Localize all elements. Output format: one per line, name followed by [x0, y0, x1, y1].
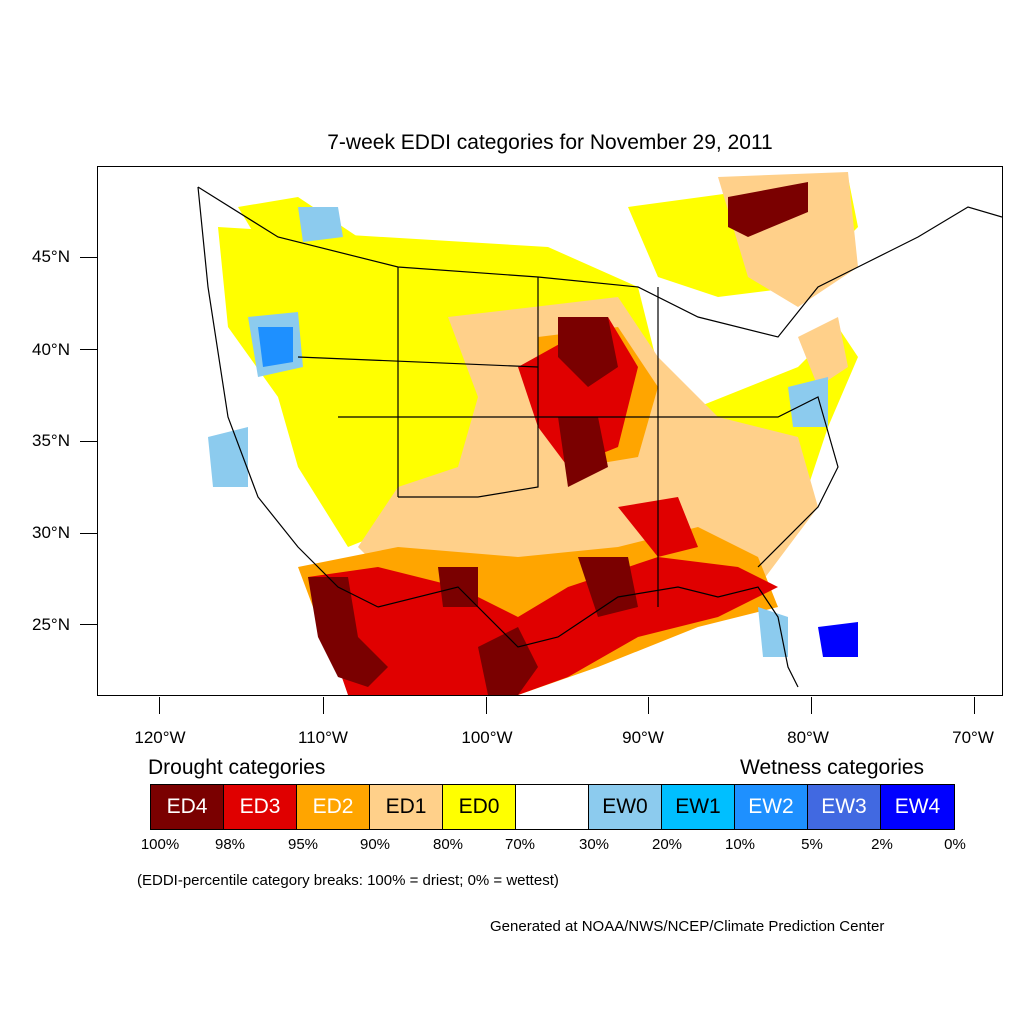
legend-swatch-ew4: EW4: [881, 785, 954, 829]
lat-label-30: 30°N: [32, 523, 70, 542]
lon-label-90: 90°W: [622, 728, 664, 747]
legend-label: EW2: [748, 795, 794, 818]
legend-label: EW1: [675, 795, 721, 818]
legend-label: ED2: [312, 795, 354, 818]
legend-swatch-neutral: [516, 785, 589, 829]
legend-swatch-ew0: EW0: [589, 785, 662, 829]
legend-break: 2%: [871, 836, 893, 853]
legend-label: ED4: [166, 795, 208, 818]
legend-swatch-ed2: ED2: [297, 785, 370, 829]
legend-swatch-ew2: EW2: [735, 785, 808, 829]
legend-bar: ED4 ED3 ED2 ED1 ED0 EW0 EW1 EW2 EW3 EW4: [150, 784, 955, 830]
lon-tick: [974, 697, 975, 714]
legend-break: 5%: [801, 836, 823, 853]
lon-label-70: 70°W: [952, 728, 994, 747]
lat-label-45: 45°N: [32, 247, 70, 266]
legend-break: 70%: [504, 836, 536, 853]
lon-label-100: 100°W: [461, 728, 513, 747]
map-outlines: [197, 186, 1002, 688]
lat-label-35: 35°N: [32, 431, 70, 450]
credit-line: Generated at NOAA/NWS/NCEP/Climate Predi…: [490, 918, 885, 935]
lat-tick: [80, 624, 97, 625]
legend-break: 98%: [214, 836, 246, 853]
lat-label-25: 25°N: [32, 615, 70, 634]
lon-label-80: 80°W: [787, 728, 829, 747]
legend-swatch-ed3: ED3: [224, 785, 297, 829]
lat-tick: [80, 257, 97, 258]
legend-label: EW0: [602, 795, 648, 818]
lat-tick: [80, 533, 97, 534]
legend-break: 0%: [944, 836, 966, 853]
legend-break: 90%: [359, 836, 391, 853]
legend-break: 80%: [432, 836, 464, 853]
lon-tick: [159, 697, 160, 714]
wetness-categories-heading: Wetness categories: [740, 756, 925, 779]
legend-swatch-ed4: ED4: [151, 785, 224, 829]
lon-tick: [486, 697, 487, 714]
legend-label: EW4: [894, 795, 941, 818]
lon-tick: [811, 697, 812, 714]
legend-label: ED0: [458, 795, 500, 818]
lon-tick: [323, 697, 324, 714]
legend-break: 100%: [140, 836, 180, 853]
lat-tick: [80, 349, 97, 350]
legend-label: EW3: [821, 795, 867, 818]
legend-break: 95%: [287, 836, 319, 853]
legend-swatch-ew1: EW1: [662, 785, 735, 829]
eddi-map: [97, 166, 1003, 696]
category-breaks-note: (EDDI-percentile category breaks: 100% =…: [137, 872, 559, 889]
legend-swatch-ed0: ED0: [443, 785, 516, 829]
legend-break: 10%: [724, 836, 756, 853]
legend-break: 30%: [578, 836, 610, 853]
lon-label-110: 110°W: [298, 728, 348, 747]
legend-break: 20%: [651, 836, 683, 853]
legend-label: ED1: [385, 795, 427, 818]
legend-swatch-ed1: ED1: [370, 785, 443, 829]
legend-label: ED3: [239, 795, 281, 818]
legend-swatch-ew3: EW3: [808, 785, 881, 829]
lon-label-120: 120°W: [134, 728, 186, 747]
lat-tick: [80, 441, 97, 442]
drought-categories-heading: Drought categories: [148, 756, 326, 779]
lon-tick: [648, 697, 649, 714]
eddi-field: [208, 172, 858, 695]
map-canvas: [197, 172, 1002, 695]
lat-label-40: 40°N: [32, 340, 70, 359]
map-title: 7-week EDDI categories for November 29, …: [327, 131, 773, 154]
